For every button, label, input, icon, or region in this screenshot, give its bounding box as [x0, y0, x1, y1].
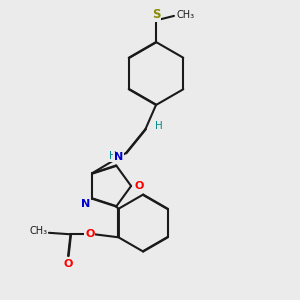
Text: CH₃: CH₃: [176, 10, 194, 20]
Text: N: N: [114, 152, 123, 163]
Text: O: O: [85, 229, 94, 239]
Text: H: H: [109, 151, 116, 161]
Text: CH₃: CH₃: [29, 226, 47, 236]
Text: H: H: [155, 121, 163, 131]
Text: O: O: [135, 181, 144, 191]
Text: S: S: [152, 8, 160, 22]
Text: O: O: [63, 259, 73, 269]
Text: N: N: [81, 199, 90, 208]
